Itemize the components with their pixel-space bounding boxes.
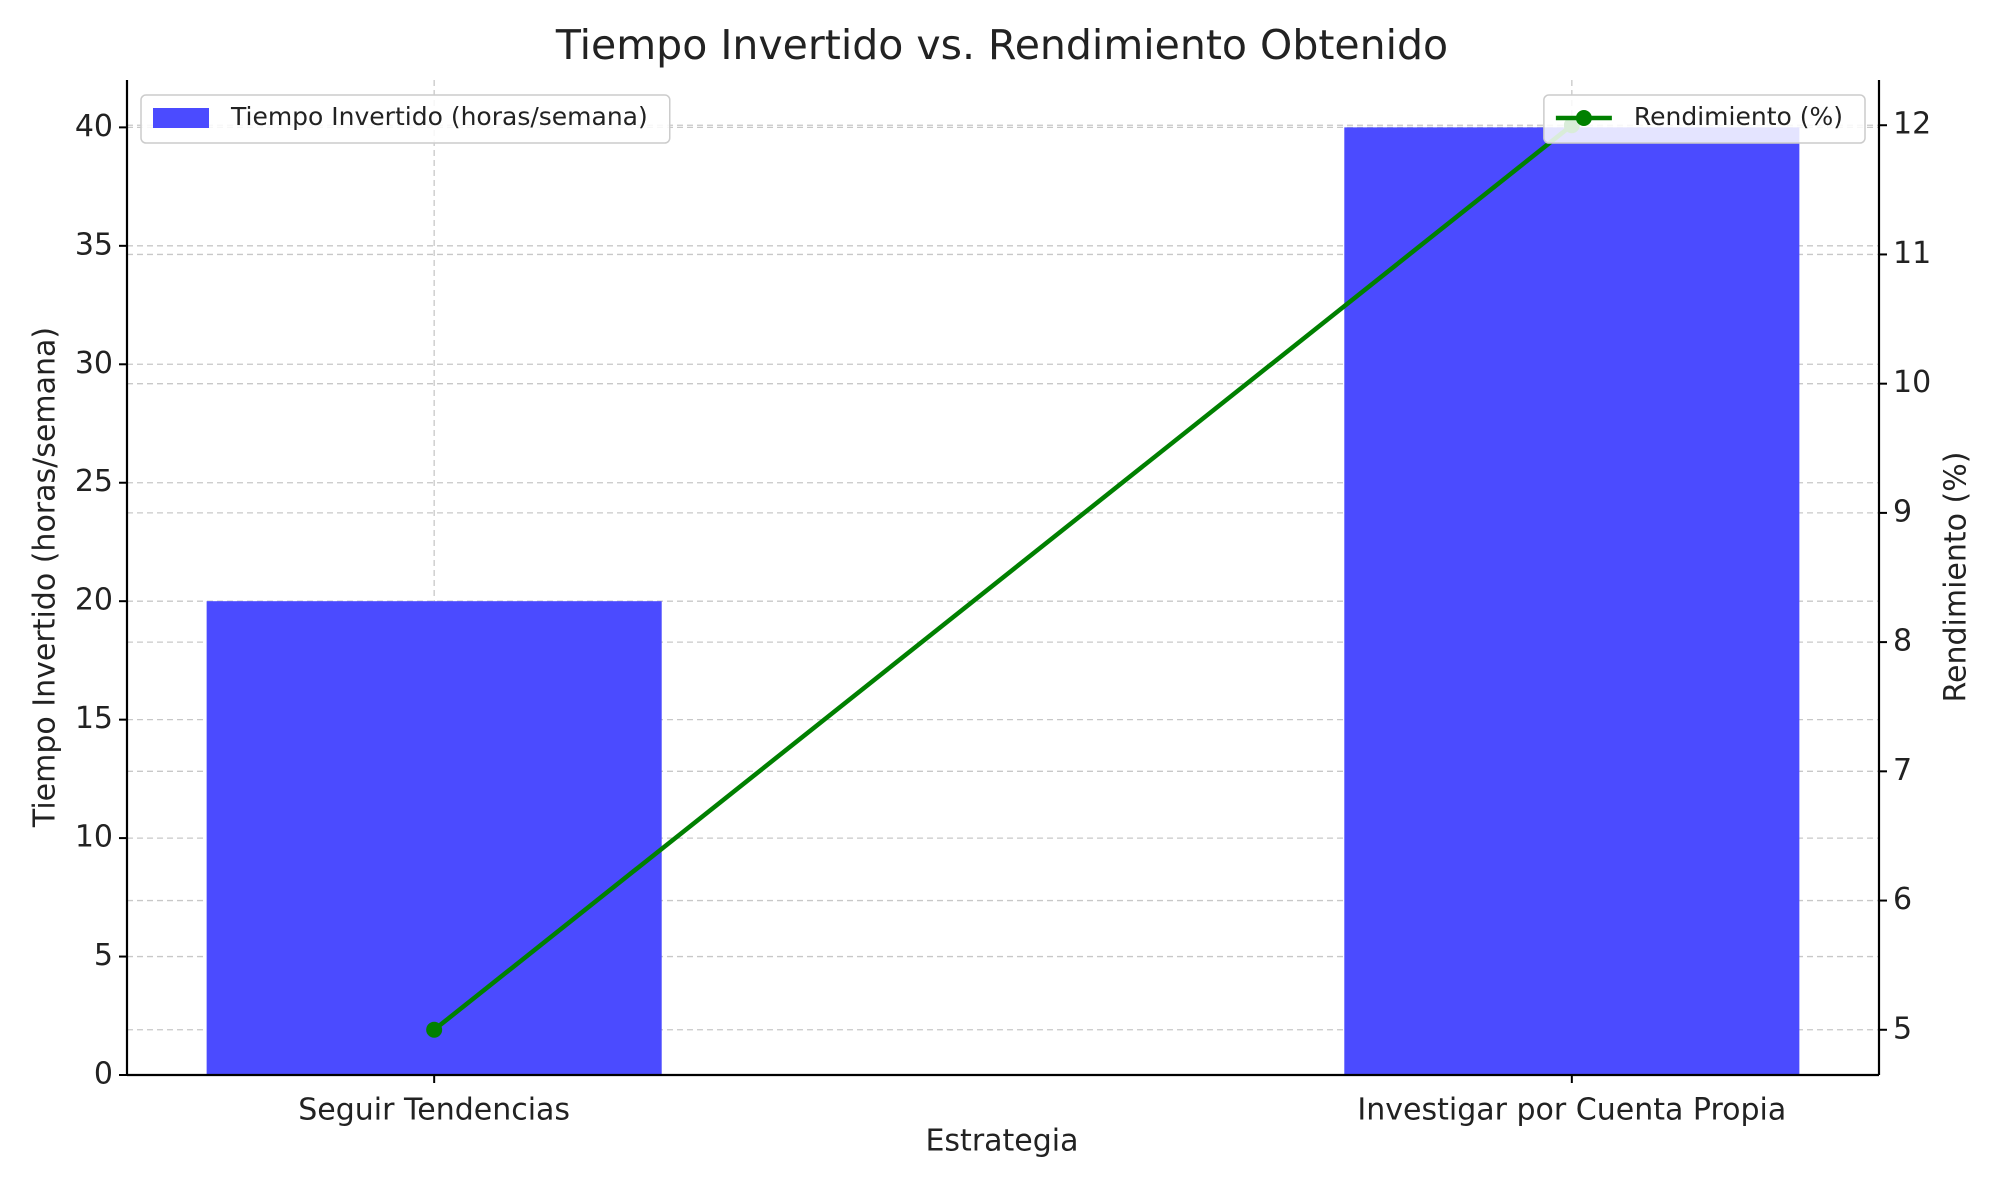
- y2-tick-label: 6: [1893, 882, 1912, 917]
- y2-tick-label: 9: [1893, 494, 1912, 529]
- x-tick-label: Investigar por Cuenta Propia: [1357, 1093, 1786, 1128]
- y2-tick-label: 10: [1893, 365, 1931, 400]
- y-tick-label: 15: [75, 701, 113, 736]
- y-axis-label: Tiempo Invertido (horas/semana): [28, 327, 63, 828]
- legend-swatch: [153, 108, 209, 128]
- chart-title: Tiempo Invertido vs. Rendimiento Obtenid…: [555, 21, 1448, 69]
- legend-label: Rendimiento (%): [1634, 102, 1843, 131]
- y2-tick-label: 11: [1893, 236, 1931, 271]
- legend-box: [140, 94, 671, 144]
- x-tick-label: Seguir Tendencias: [298, 1093, 570, 1128]
- y-tick-label: 35: [75, 227, 113, 262]
- y-tick-label: 20: [75, 583, 113, 618]
- y-tick-label: 40: [75, 109, 113, 144]
- y2-axis-label: Rendimiento (%): [1939, 452, 1974, 703]
- line: [432, 123, 1574, 1032]
- legend: Rendimiento (%): [1543, 94, 1866, 144]
- legend-marker: [1575, 110, 1592, 126]
- y2-tick-label: 8: [1893, 624, 1912, 659]
- point: [426, 1021, 443, 1038]
- bar: [1344, 127, 1800, 1075]
- y-tick-label: 30: [75, 346, 113, 381]
- legend: Tiempo Invertido (horas/semana): [140, 94, 671, 144]
- y2-tick-label: 12: [1893, 107, 1931, 142]
- y-tick-label: 10: [75, 820, 113, 855]
- y-tick-label: 25: [75, 464, 113, 499]
- legend-label: Tiempo Invertido (horas/semana): [230, 102, 648, 131]
- x-axis-label: Estrategia: [925, 1124, 1078, 1159]
- y2-tick-label: 5: [1893, 1011, 1912, 1046]
- y-tick-label: 0: [94, 1057, 113, 1092]
- legend-box: [1543, 94, 1866, 144]
- y-tick-label: 5: [94, 938, 113, 973]
- bar: [206, 601, 662, 1075]
- y2-tick-label: 7: [1893, 753, 1912, 788]
